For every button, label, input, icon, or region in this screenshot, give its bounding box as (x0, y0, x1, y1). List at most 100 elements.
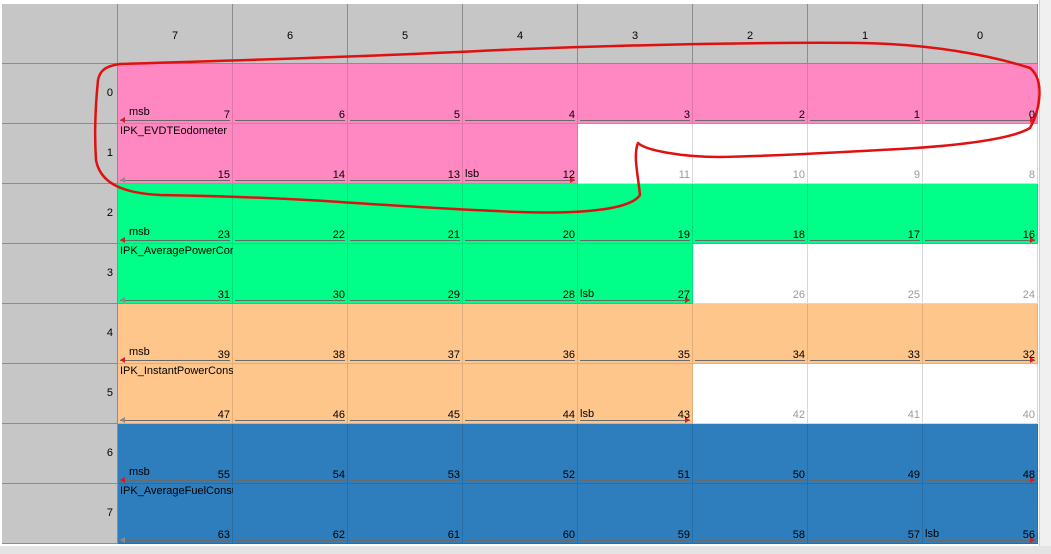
bit-cell[interactable]: 49 (808, 424, 923, 484)
bit-cell[interactable]: 45 (348, 364, 463, 424)
bit-cell[interactable]: 1 (808, 64, 923, 124)
bit-cell[interactable]: msb 39 (118, 304, 233, 364)
bit-number: 15 (217, 169, 230, 181)
row-header-byte-7[interactable]: 7 (2, 484, 118, 544)
bit-cell[interactable]: 3 (578, 64, 693, 124)
vertical-scrollbar[interactable] (1039, 0, 1051, 554)
bit-cell[interactable]: 20 (463, 184, 578, 244)
bit-number: 38 (332, 349, 345, 361)
column-header-bit-1[interactable]: 1 (808, 4, 923, 64)
bit-cell[interactable]: 26 (693, 244, 808, 304)
bit-cell[interactable]: 60 (463, 484, 578, 544)
bit-cell[interactable]: 27 (578, 244, 693, 304)
signal-line (235, 120, 345, 121)
bit-cell[interactable]: 54 (233, 424, 348, 484)
bit-cell[interactable]: 50 (693, 424, 808, 484)
bit-cell[interactable]: 17 (808, 184, 923, 244)
signal-line (350, 480, 460, 481)
bit-cell[interactable]: 48 (923, 424, 1038, 484)
bit-cell[interactable]: 28 (463, 244, 578, 304)
bit-cell[interactable]: IPK_AverageFuelConsumption 63 (118, 484, 271, 544)
bit-cell[interactable]: 19 (578, 184, 693, 244)
bit-cell[interactable]: 43 (578, 364, 693, 424)
bit-cell[interactable]: IPK_EVDTEodometer 15 (118, 124, 233, 184)
bit-cell[interactable]: 14 (233, 124, 348, 184)
bit-cell[interactable]: 22 (233, 184, 348, 244)
bit-cell[interactable]: 51 (578, 424, 693, 484)
column-header-label: 4 (516, 30, 524, 42)
bit-cell[interactable]: 12 (463, 124, 578, 184)
bit-cell[interactable]: IPK_InstantPowerConsumption 47 (118, 364, 273, 424)
column-header-bit-5[interactable]: 5 (348, 4, 463, 64)
signal-line (235, 180, 345, 181)
signal-line (350, 180, 460, 181)
bit-cell[interactable]: msb 55 (118, 424, 233, 484)
bit-cell[interactable]: 24 (923, 244, 1038, 304)
bit-cell[interactable]: 41 (808, 364, 923, 424)
bit-cell[interactable]: 62 (233, 484, 348, 544)
bit-cell[interactable]: 42 (693, 364, 808, 424)
row-header-byte-5[interactable]: 5 (2, 364, 118, 424)
row-header-byte-2[interactable]: 2 (2, 184, 118, 244)
horizontal-scrollbar[interactable] (0, 546, 1051, 554)
column-header-bit-2[interactable]: 2 (693, 4, 808, 64)
row-header-byte-1[interactable]: 1 (2, 124, 118, 184)
bit-cell[interactable]: 58 (693, 484, 808, 544)
bit-number: 47 (217, 409, 230, 421)
bit-cell[interactable]: 44 (463, 364, 578, 424)
row-header-byte-4[interactable]: 4 (2, 304, 118, 364)
bit-cell[interactable]: 33 (808, 304, 923, 364)
bit-cell[interactable]: 16 (923, 184, 1038, 244)
bit-cell[interactable]: 9 (808, 124, 923, 184)
bit-cell[interactable]: 21 (348, 184, 463, 244)
bit-cell[interactable]: 4 (463, 64, 578, 124)
bit-cell[interactable]: 61 (348, 484, 463, 544)
bit-number: 27 (677, 289, 690, 301)
bit-cell[interactable]: 52 (463, 424, 578, 484)
column-header-bit-0[interactable]: 0 (923, 4, 1038, 64)
bit-cell[interactable]: 8 (923, 124, 1038, 184)
bit-cell[interactable]: 6 (233, 64, 348, 124)
bit-cell[interactable]: 36 (463, 304, 578, 364)
bit-number: 20 (562, 229, 575, 241)
bit-cell[interactable]: msb 7 (118, 64, 233, 124)
bit-cell[interactable]: 53 (348, 424, 463, 484)
bit-cell[interactable]: 37 (348, 304, 463, 364)
bit-cell[interactable]: 13 (348, 124, 463, 184)
bit-cell[interactable]: 38 (233, 304, 348, 364)
bit-cell[interactable]: 11 (578, 124, 693, 184)
bit-cell[interactable]: 25 (808, 244, 923, 304)
bit-cell[interactable]: 40 (923, 364, 1038, 424)
bit-cell[interactable]: 46 (233, 364, 348, 424)
bit-number: 36 (562, 349, 575, 361)
column-header-bit-6[interactable]: 6 (233, 4, 348, 64)
bit-cell[interactable]: 5 (348, 64, 463, 124)
bit-cell[interactable]: 2 (693, 64, 808, 124)
bit-cell[interactable]: IPK_AveragePowerConsumption 31 (118, 244, 281, 304)
bit-cell[interactable]: 59 (578, 484, 693, 544)
grid-corner (2, 4, 118, 64)
bit-cell[interactable]: 57 (808, 484, 923, 544)
bit-cell[interactable]: 34 (693, 304, 808, 364)
signal-line (810, 480, 920, 481)
bit-cell[interactable]: 35 (578, 304, 693, 364)
bit-cell[interactable]: 0 (923, 64, 1038, 124)
bit-number: 30 (332, 289, 345, 301)
bit-number: 19 (677, 229, 690, 241)
bit-number: 26 (792, 289, 805, 301)
column-header-bit-4[interactable]: 4 (463, 4, 578, 64)
bit-cell[interactable]: 29 (348, 244, 463, 304)
bit-cell[interactable]: msb 23 (118, 184, 233, 244)
column-header-bit-3[interactable]: 3 (578, 4, 693, 64)
bit-cell[interactable]: 56 (923, 484, 1038, 544)
column-header-bit-7[interactable]: 7 (118, 4, 233, 64)
bit-cell[interactable]: 10 (693, 124, 808, 184)
row-header-byte-0[interactable]: 0 (2, 64, 118, 124)
row-header-byte-6[interactable]: 6 (2, 424, 118, 484)
bit-cell[interactable]: 32 (923, 304, 1038, 364)
bit-cell[interactable]: 18 (693, 184, 808, 244)
row-header-byte-3[interactable]: 3 (2, 244, 118, 304)
signal-line (810, 120, 920, 121)
bit-number: 42 (792, 409, 805, 421)
bit-cell[interactable]: 30 (233, 244, 348, 304)
